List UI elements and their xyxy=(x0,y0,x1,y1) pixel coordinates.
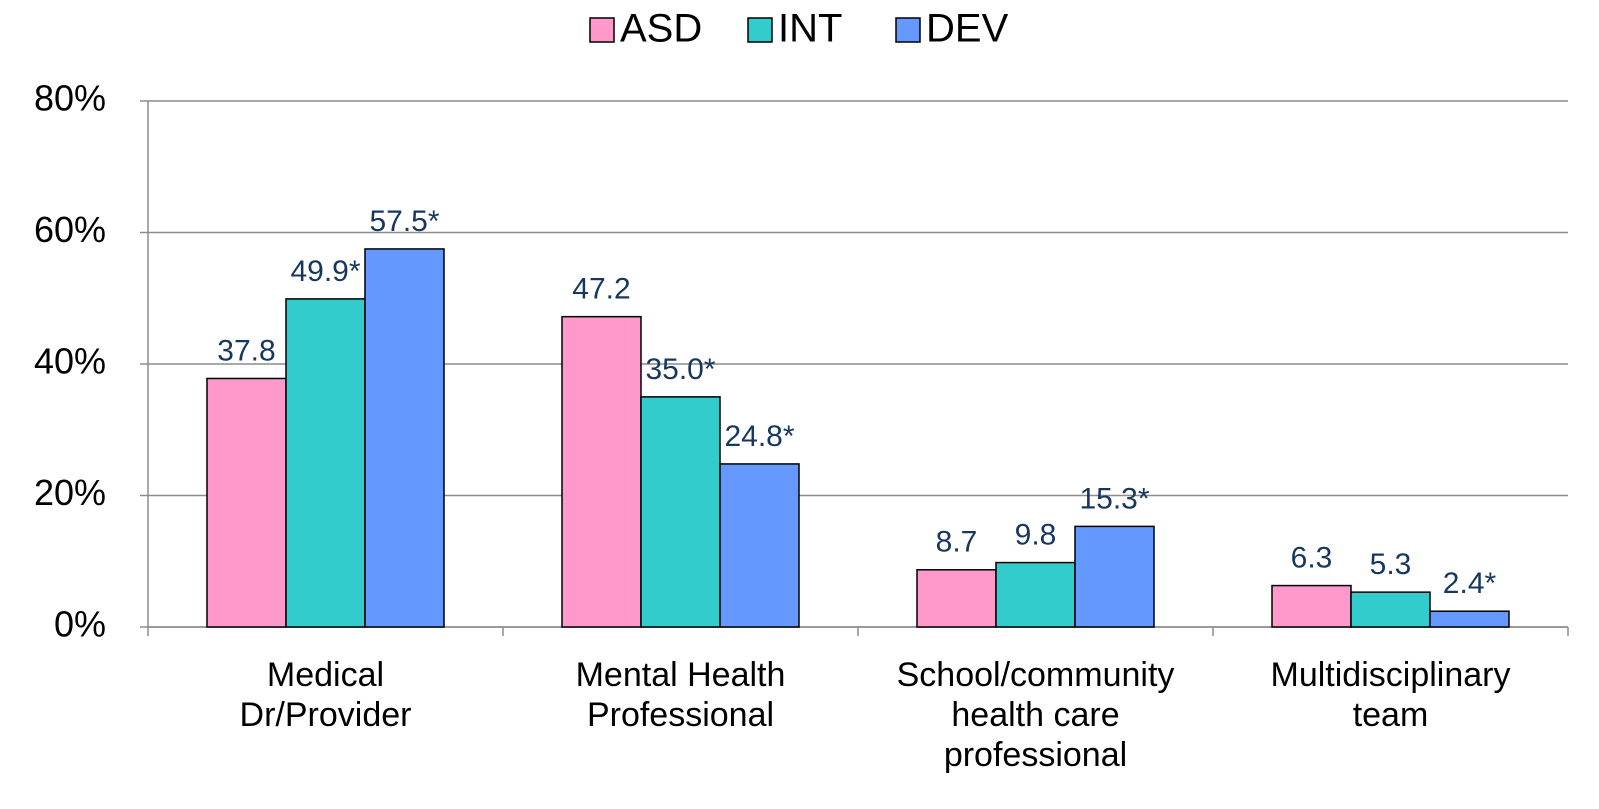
bar xyxy=(561,315,642,628)
bar xyxy=(1429,610,1510,628)
x-tick-label: Medical Dr/Provider xyxy=(239,656,412,734)
bar xyxy=(995,561,1076,628)
x-tick-label: Mental Health Professional xyxy=(575,656,786,734)
bar xyxy=(364,248,445,628)
legend-label: INT xyxy=(778,7,842,51)
y-tick-label: 20% xyxy=(34,472,106,513)
x-tick-label: Multidisciplinary team xyxy=(1270,656,1511,734)
bar xyxy=(640,396,721,628)
data-label: 15.3* xyxy=(1079,482,1149,515)
data-label: 47.2 xyxy=(572,273,630,306)
y-tick-label: 0% xyxy=(54,604,106,645)
bar xyxy=(916,569,997,628)
data-label: 8.7 xyxy=(936,526,978,559)
bar xyxy=(719,463,800,628)
data-label: 2.4* xyxy=(1443,567,1497,600)
y-tick-label: 40% xyxy=(34,341,106,382)
legend-label: DEV xyxy=(926,7,1009,51)
y-tick-label: 80% xyxy=(34,78,106,119)
bar xyxy=(1350,591,1431,628)
data-label: 24.8* xyxy=(724,420,794,453)
data-label: 57.5* xyxy=(369,205,439,238)
data-label: 6.3 xyxy=(1291,541,1333,574)
legend-swatch xyxy=(895,17,921,43)
bar xyxy=(285,298,366,628)
legend-swatch xyxy=(589,17,615,43)
data-label: 9.8 xyxy=(1015,518,1057,551)
data-label: 37.8 xyxy=(217,334,275,367)
bar xyxy=(1271,584,1352,628)
legend-swatch xyxy=(747,17,773,43)
legend-label: ASD xyxy=(620,7,702,51)
data-label: 5.3 xyxy=(1370,548,1412,581)
bar xyxy=(1074,525,1155,628)
data-label: 35.0* xyxy=(645,353,715,386)
x-tick-label: School/community health care professiona… xyxy=(896,656,1175,774)
y-tick-label: 60% xyxy=(34,209,106,250)
bar xyxy=(206,377,287,628)
data-label: 49.9* xyxy=(290,255,360,288)
